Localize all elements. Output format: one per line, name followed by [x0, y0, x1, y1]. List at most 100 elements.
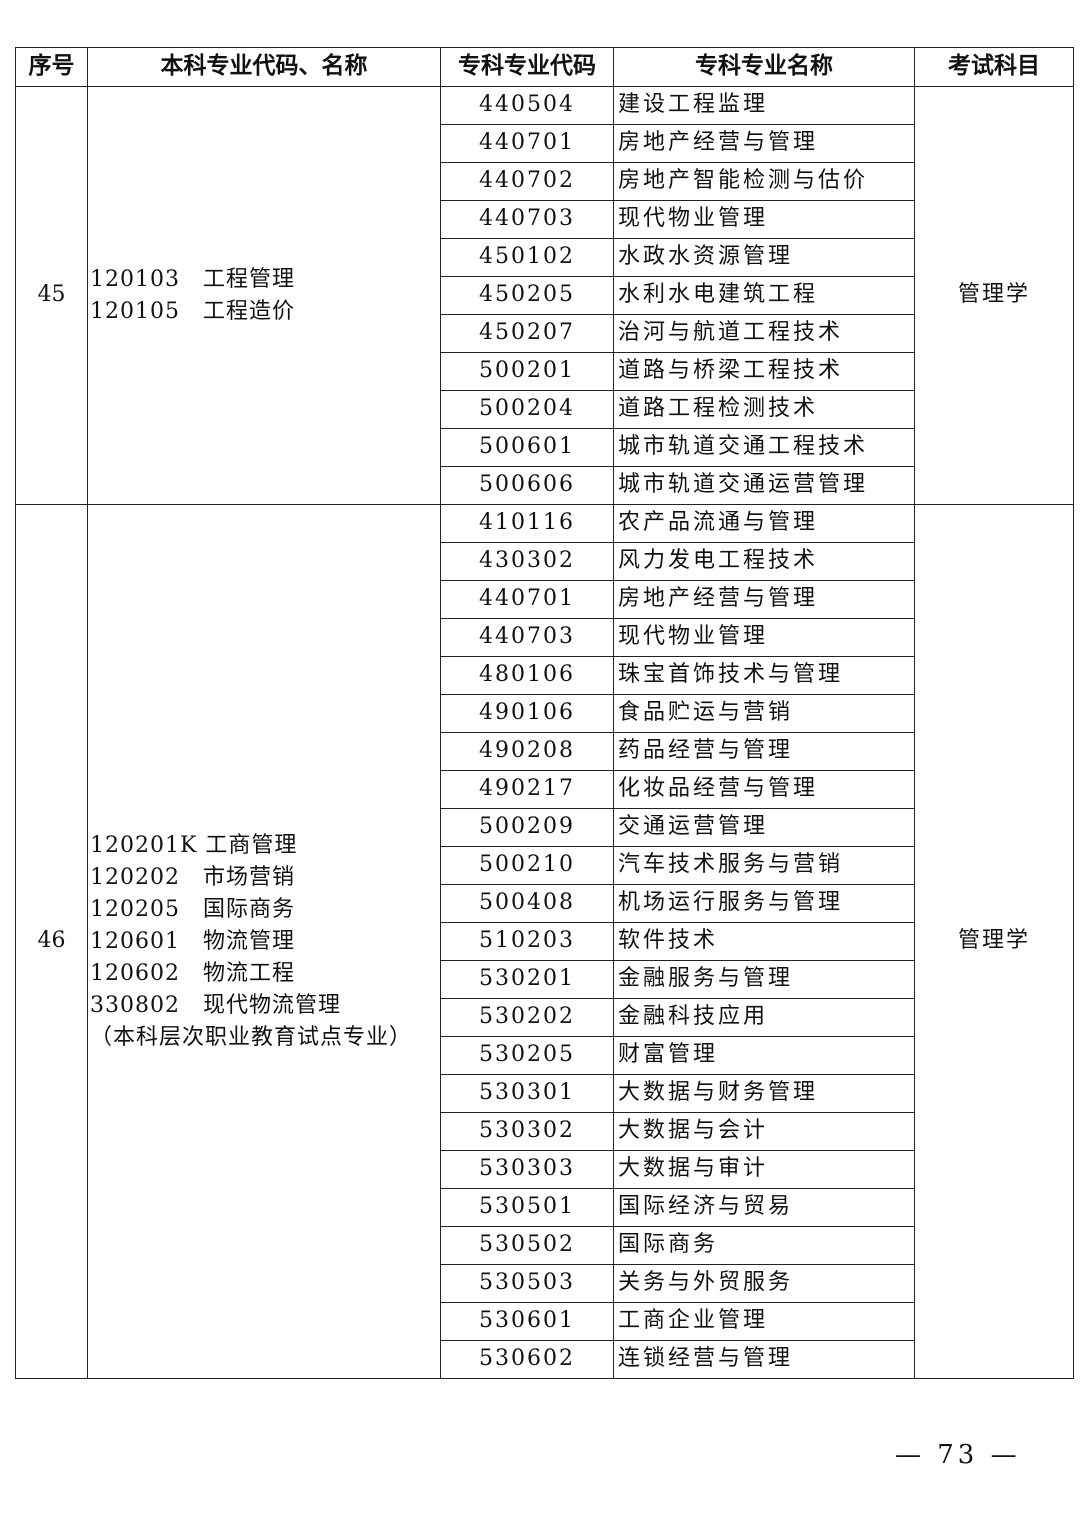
college-code: 430302 — [440, 542, 614, 581]
table-row: 480106 珠宝首饰技术与管理 — [16, 656, 1074, 695]
college-name: 城市轨道交通工程技术 — [613, 428, 915, 467]
college-name: 化妆品经营与管理 — [613, 770, 915, 809]
college-name: 连锁经营与管理 — [613, 1340, 915, 1379]
college-name: 道路与桥梁工程技术 — [613, 352, 915, 391]
college-name: 大数据与会计 — [613, 1112, 915, 1151]
college-name: 水利水电建筑工程 — [613, 276, 915, 315]
undergrad-major-cell: 120201K 工商管理 120202 市场营销 120205 国际商务 120601… — [87, 504, 441, 1379]
college-code: 530205 — [440, 1036, 614, 1075]
college-name: 大数据与财务管理 — [613, 1074, 915, 1113]
exam-subject: 管理学 — [914, 86, 1074, 505]
college-code: 450205 — [440, 276, 614, 315]
table-row: 490208 药品经营与管理 — [16, 732, 1074, 771]
table-row: 490217 化妆品经营与管理 — [16, 770, 1074, 809]
college-code: 500209 — [440, 808, 614, 847]
table-row: 500601 城市轨道交通工程技术 — [16, 428, 1074, 467]
college-code: 530501 — [440, 1188, 614, 1227]
table-row: 430302 风力发电工程技术 — [16, 542, 1074, 581]
exam-subject: 管理学 — [914, 504, 1074, 1379]
table-row: 530502 国际商务 — [16, 1226, 1074, 1265]
college-name: 软件技术 — [613, 922, 915, 961]
undergrad-major: 120202 市场营销 — [90, 864, 295, 890]
undergrad-major: 120601 物流管理 — [90, 928, 295, 954]
college-code: 500201 — [440, 352, 614, 391]
college-code: 500408 — [440, 884, 614, 923]
college-name: 财富管理 — [613, 1036, 915, 1075]
major-table: 序号 本科专业代码、名称 专科专业代码 专科专业名称 考试科目 45 120103… — [15, 47, 1074, 1379]
table-row: 530602 连锁经营与管理 — [16, 1340, 1074, 1379]
header-college-code: 专科专业代码 — [440, 47, 614, 87]
college-name: 水政水资源管理 — [613, 238, 915, 277]
table-row: 440703 现代物业管理 — [16, 200, 1074, 239]
college-code: 450102 — [440, 238, 614, 277]
undergrad-major: 120105 工程造价 — [90, 298, 295, 324]
college-code: 530301 — [440, 1074, 614, 1113]
college-code: 440702 — [440, 162, 614, 201]
college-name: 城市轨道交通运营管理 — [613, 466, 915, 505]
college-name: 治河与航道工程技术 — [613, 314, 915, 353]
college-name: 金融科技应用 — [613, 998, 915, 1037]
college-code: 440703 — [440, 200, 614, 239]
college-name: 农产品流通与管理 — [613, 504, 915, 543]
college-name: 大数据与审计 — [613, 1150, 915, 1189]
header-seq: 序号 — [15, 47, 88, 87]
table-row: 530601 工商企业管理 — [16, 1302, 1074, 1341]
college-name: 房地产智能检测与估价 — [613, 162, 915, 201]
college-code: 530302 — [440, 1112, 614, 1151]
college-name: 药品经营与管理 — [613, 732, 915, 771]
table-row: 530201 金融服务与管理 — [16, 960, 1074, 999]
college-code: 440504 — [440, 86, 614, 125]
header-exam-subject: 考试科目 — [914, 47, 1074, 87]
college-name: 房地产经营与管理 — [613, 580, 915, 619]
header-row: 序号 本科专业代码、名称 专科专业代码 专科专业名称 考试科目 — [15, 47, 1074, 87]
college-code: 490217 — [440, 770, 614, 809]
undergrad-major: 120205 国际商务 — [90, 896, 295, 922]
college-name: 交通运营管理 — [613, 808, 915, 847]
college-name: 工商企业管理 — [613, 1302, 915, 1341]
college-name: 汽车技术服务与营销 — [613, 846, 915, 885]
table-row: 530205 财富管理 — [16, 1036, 1074, 1075]
college-code: 490208 — [440, 732, 614, 771]
college-code: 530303 — [440, 1150, 614, 1189]
college-name: 现代物业管理 — [613, 618, 915, 657]
college-code: 410116 — [440, 504, 614, 543]
undergrad-major: 120103 工程管理 — [90, 266, 295, 292]
table-row: 530303 大数据与审计 — [16, 1150, 1074, 1189]
table-row: 530503 关务与外贸服务 — [16, 1264, 1074, 1303]
header-college-name: 专科专业名称 — [613, 47, 915, 87]
college-code: 500204 — [440, 390, 614, 429]
college-code: 440701 — [440, 124, 614, 163]
college-code: 440701 — [440, 580, 614, 619]
college-code: 500210 — [440, 846, 614, 885]
table-row: 500606 城市轨道交通运营管理 — [16, 466, 1074, 505]
college-code: 490106 — [440, 694, 614, 733]
undergrad-major: （本科层次职业教育试点专业） — [90, 1024, 413, 1050]
college-name: 风力发电工程技术 — [613, 542, 915, 581]
seq-cell: 45 — [15, 86, 88, 505]
table-row: 450205 水利水电建筑工程 — [16, 276, 1074, 315]
undergrad-major-cell: 120103 工程管理 120105 工程造价 — [87, 86, 441, 505]
college-code: 450207 — [440, 314, 614, 353]
college-name: 现代物业管理 — [613, 200, 915, 239]
college-code: 530601 — [440, 1302, 614, 1341]
table-row: 440701 房地产经营与管理 — [16, 124, 1074, 163]
table-row: 440701 房地产经营与管理 — [16, 580, 1074, 619]
college-code: 530202 — [440, 998, 614, 1037]
table-row: 530202 金融科技应用 — [16, 998, 1074, 1037]
college-name: 机场运行服务与管理 — [613, 884, 915, 923]
college-code: 440703 — [440, 618, 614, 657]
table-row: 46 120201K 工商管理 120202 市场营销 120205 国际商务 1206… — [15, 504, 1074, 1379]
undergrad-major: 120201K 工商管理 — [90, 832, 298, 858]
college-code: 510203 — [440, 922, 614, 961]
college-code: 530201 — [440, 960, 614, 999]
table-row: 530501 国际经济与贸易 — [16, 1188, 1074, 1227]
college-name: 国际经济与贸易 — [613, 1188, 915, 1227]
college-name: 道路工程检测技术 — [613, 390, 915, 429]
college-name: 国际商务 — [613, 1226, 915, 1265]
header-undergrad-major: 本科专业代码、名称 — [87, 47, 441, 87]
college-code: 530502 — [440, 1226, 614, 1265]
table-row: 530302 大数据与会计 — [16, 1112, 1074, 1151]
college-name: 珠宝首饰技术与管理 — [613, 656, 915, 695]
college-name: 关务与外贸服务 — [613, 1264, 915, 1303]
college-code: 480106 — [440, 656, 614, 695]
